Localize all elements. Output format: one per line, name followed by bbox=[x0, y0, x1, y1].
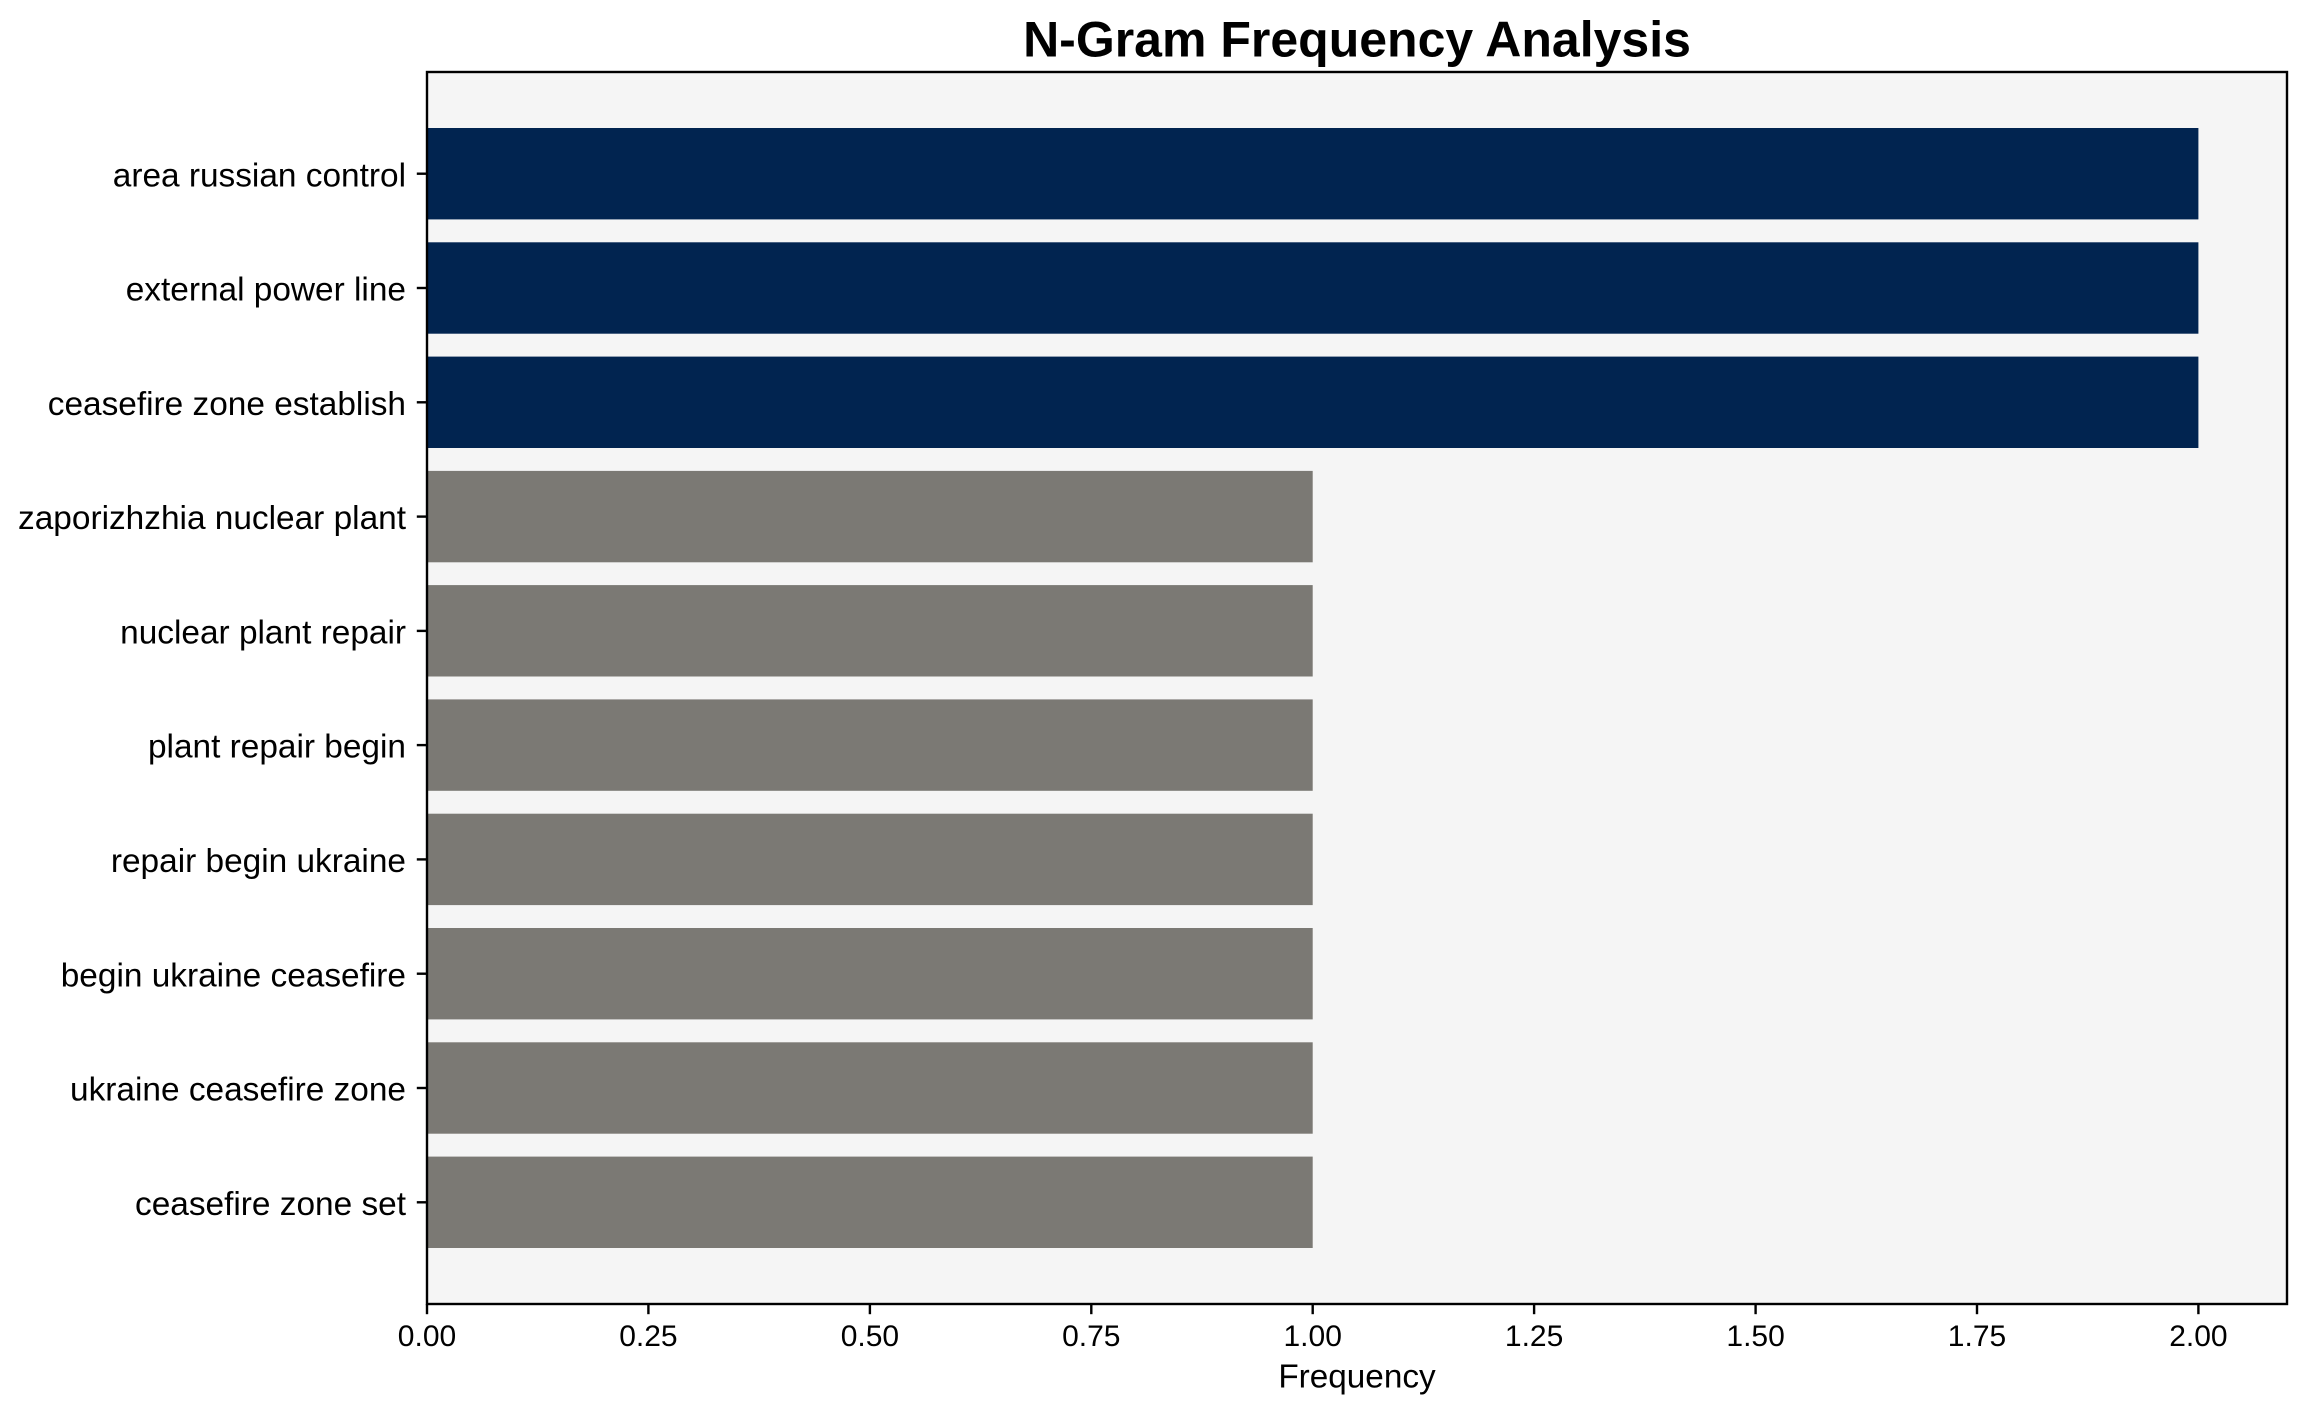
svg-text:area russian control: area russian control bbox=[113, 157, 406, 194]
svg-text:repair begin ukraine: repair begin ukraine bbox=[111, 843, 406, 880]
svg-text:plant repair begin: plant repair begin bbox=[148, 729, 406, 766]
svg-text:ukraine ceasefire zone: ukraine ceasefire zone bbox=[70, 1072, 406, 1109]
svg-text:0.25: 0.25 bbox=[619, 1320, 677, 1353]
svg-text:0.50: 0.50 bbox=[841, 1320, 899, 1353]
svg-text:1.25: 1.25 bbox=[1505, 1320, 1563, 1353]
svg-text:ceasefire zone set: ceasefire zone set bbox=[135, 1186, 407, 1223]
svg-text:1.75: 1.75 bbox=[1948, 1320, 2006, 1353]
svg-text:zaporizhzhia nuclear plant: zaporizhzhia nuclear plant bbox=[18, 500, 407, 537]
svg-text:1.00: 1.00 bbox=[1284, 1320, 1342, 1353]
svg-text:0.00: 0.00 bbox=[398, 1320, 456, 1353]
svg-text:Frequency: Frequency bbox=[1278, 1359, 1436, 1396]
svg-text:1.50: 1.50 bbox=[1726, 1320, 1784, 1353]
svg-text:ceasefire zone establish: ceasefire zone establish bbox=[48, 386, 406, 423]
svg-text:nuclear plant repair: nuclear plant repair bbox=[120, 615, 406, 652]
svg-text:N-Gram Frequency Analysis: N-Gram Frequency Analysis bbox=[1023, 11, 1691, 67]
svg-text:begin ukraine ceasefire: begin ukraine ceasefire bbox=[61, 957, 406, 994]
svg-text:2.00: 2.00 bbox=[2169, 1320, 2227, 1353]
svg-text:external power line: external power line bbox=[126, 272, 406, 309]
svg-text:0.75: 0.75 bbox=[1062, 1320, 1120, 1353]
